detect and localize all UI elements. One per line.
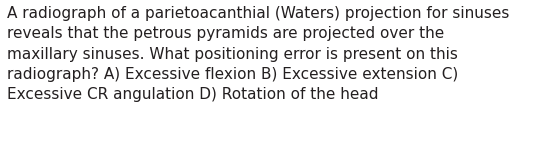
Text: A radiograph of a parietoacanthial (Waters) projection for sinuses
reveals that : A radiograph of a parietoacanthial (Wate… bbox=[7, 6, 509, 102]
